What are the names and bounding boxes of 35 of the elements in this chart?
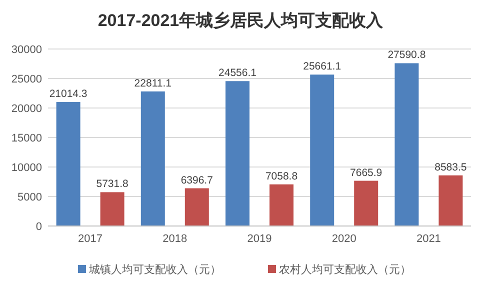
bar — [184, 188, 209, 226]
bar — [438, 175, 463, 226]
data-label: 5731.8 — [96, 178, 129, 190]
bar — [394, 63, 419, 226]
y-tick-label: 25000 — [11, 74, 42, 86]
bar — [270, 184, 294, 226]
data-label: 22811.1 — [134, 77, 172, 90]
bar — [100, 192, 124, 226]
y-tick-label: 10000 — [11, 162, 42, 174]
x-tick-label: 2019 — [247, 233, 272, 245]
y-tick-label: 15000 — [11, 132, 42, 144]
data-label: 25661.1 — [303, 60, 342, 73]
data-label: 8583.5 — [434, 161, 467, 174]
data-label: 7665.9 — [350, 166, 382, 179]
data-label: 21014.3 — [49, 88, 88, 100]
x-tick-label: 2017 — [78, 233, 103, 245]
bar — [310, 74, 334, 226]
bar — [140, 91, 165, 226]
y-tick-label: 5000 — [18, 192, 42, 204]
y-tick-label: 20000 — [11, 103, 42, 115]
data-label: 7058.8 — [265, 170, 298, 182]
bar — [56, 102, 80, 226]
bar — [226, 81, 250, 226]
x-tick-label: 2018 — [162, 233, 188, 245]
x-tick-label: 2021 — [416, 233, 441, 245]
y-tick-label: 30000 — [11, 44, 42, 56]
data-label: 24556.1 — [218, 67, 257, 80]
x-tick-label: 2020 — [332, 233, 356, 245]
chart-title: 2017-2021年城乡居民人均可支配收入 — [98, 11, 384, 30]
legend-label: 城镇人均可支配收入（元） — [88, 263, 221, 276]
data-label: 27590.8 — [388, 49, 426, 62]
legend-label: 农村人均可支配收入（元） — [279, 263, 411, 276]
bar — [354, 180, 378, 226]
data-label: 6396.7 — [180, 174, 214, 186]
y-tick-label: 0 — [36, 221, 42, 233]
